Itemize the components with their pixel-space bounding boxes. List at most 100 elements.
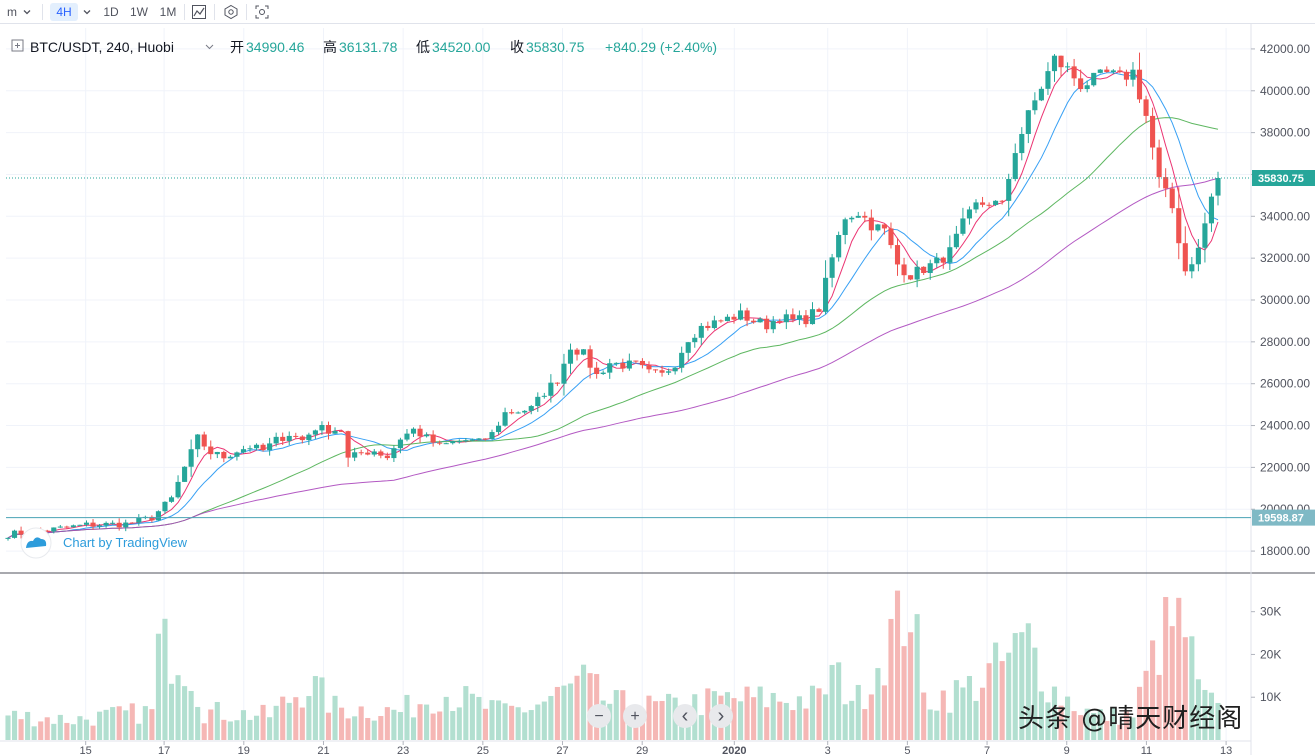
candle-body <box>1045 71 1051 89</box>
volume-bar <box>286 702 292 740</box>
candle-body <box>1208 196 1215 224</box>
tradingview-cloud-icon <box>26 537 47 548</box>
time-tick-label: 3 <box>825 745 831 755</box>
candle-body <box>842 219 848 236</box>
candle-body <box>947 247 953 263</box>
interval-1d-button[interactable]: 1D <box>103 5 119 19</box>
volume-bar <box>934 710 940 740</box>
volume-bar <box>744 686 750 740</box>
volume-bar <box>384 707 390 740</box>
price-tick-label: 40000.00 <box>1260 84 1310 98</box>
volume-bar <box>1163 597 1169 740</box>
volume-bar <box>613 690 619 740</box>
volume-bar <box>829 664 835 740</box>
volume-bar <box>103 709 109 740</box>
interval-1w-button[interactable]: 1W <box>130 5 148 19</box>
volume-bar <box>881 685 887 740</box>
candle-body <box>195 434 201 450</box>
volume-bar <box>574 675 580 740</box>
candle-body <box>90 522 96 527</box>
chevron-down-icon[interactable] <box>20 3 34 21</box>
volume-bar <box>456 707 462 740</box>
last-price-badge: 35830.75 <box>1258 173 1304 185</box>
candle-body <box>881 224 887 229</box>
candle-body <box>718 320 724 322</box>
volume-bar <box>548 695 554 740</box>
volume-bar <box>195 706 201 740</box>
scroll-left-button[interactable]: ‹ <box>673 704 697 728</box>
volume-bar <box>620 690 626 740</box>
volume-bar <box>175 675 181 740</box>
volume-bars <box>5 590 1221 740</box>
volume-bar <box>129 703 135 740</box>
last-price-badge-bg <box>1252 170 1315 187</box>
volume-bar <box>908 632 914 740</box>
candle-body <box>823 277 829 312</box>
screenshot-icon[interactable] <box>252 3 272 21</box>
interval-partial[interactable]: m <box>7 5 17 19</box>
candle-body <box>469 439 475 441</box>
volume-bar <box>404 694 410 740</box>
interval-1m-button[interactable]: 1M <box>159 5 177 19</box>
price-tick-label: 34000.00 <box>1260 209 1310 223</box>
candle-body <box>149 516 155 521</box>
volume-tick-label: 20K <box>1260 647 1281 661</box>
symbol-dropdown-icon[interactable] <box>205 44 214 50</box>
candle-body <box>430 434 436 443</box>
candle-body <box>463 440 469 442</box>
volume-bar <box>365 717 371 740</box>
tradingview-link[interactable]: Chart by TradingView <box>63 535 188 550</box>
volume-bar <box>18 719 24 740</box>
candle-body <box>182 466 188 482</box>
chart-legend: BTC/USDT, 240, Huobi 开 34990.46 高 36131.… <box>11 39 717 56</box>
candle-body <box>11 530 18 538</box>
candle-body <box>607 363 613 373</box>
compare-icon[interactable] <box>189 3 209 21</box>
interval-4h-button[interactable]: 4H <box>50 3 78 21</box>
zoom-in-button[interactable]: + <box>623 704 647 728</box>
volume-bar <box>208 709 214 740</box>
volume-bar <box>110 707 116 740</box>
candle-body <box>293 435 299 437</box>
candle-body <box>751 320 757 323</box>
price-lines <box>6 177 1251 519</box>
collapse-legend-icon[interactable] <box>11 39 24 52</box>
volume-bar <box>607 703 613 740</box>
time-tick-label: 2020 <box>722 745 746 755</box>
volume-bar <box>417 704 423 740</box>
volume-bar <box>986 663 992 740</box>
low-label: 低 <box>416 40 430 56</box>
time-tick-label: 9 <box>1064 745 1070 755</box>
volume-bar <box>1038 691 1044 740</box>
time-tick-label: 7 <box>984 745 990 755</box>
volume-bar <box>979 687 986 740</box>
volume-bar <box>522 712 528 740</box>
candlesticks <box>5 52 1221 541</box>
candle-body <box>855 215 861 218</box>
price-chart[interactable]: 42000.0040000.0038000.0036000.0034000.00… <box>0 24 1315 755</box>
candle-body <box>777 321 783 323</box>
volume-bar <box>1202 689 1208 740</box>
scroll-right-button[interactable]: › <box>709 704 733 728</box>
volume-bar <box>168 683 175 740</box>
candle-body <box>352 452 358 458</box>
candle-body <box>358 452 364 454</box>
candle-body <box>168 497 175 502</box>
volume-bar <box>888 618 894 740</box>
candle-body <box>1182 243 1188 272</box>
candle-body <box>214 451 220 455</box>
candle-body <box>626 360 632 369</box>
zoom-out-button[interactable]: − <box>587 704 611 728</box>
candle-body <box>397 439 403 449</box>
indicators-icon[interactable] <box>221 3 241 21</box>
volume-bar <box>280 696 286 740</box>
candle-body <box>698 325 704 338</box>
price-tick-label: 30000.00 <box>1260 293 1310 307</box>
candle-body <box>410 428 417 434</box>
candle-body <box>581 349 587 355</box>
interval-dropdown-icon[interactable] <box>80 3 94 21</box>
tradingview-branding[interactable]: Chart by TradingView <box>20 527 188 559</box>
candle-body <box>574 349 580 355</box>
candle-body <box>443 443 449 445</box>
volume-bar <box>1051 686 1058 740</box>
